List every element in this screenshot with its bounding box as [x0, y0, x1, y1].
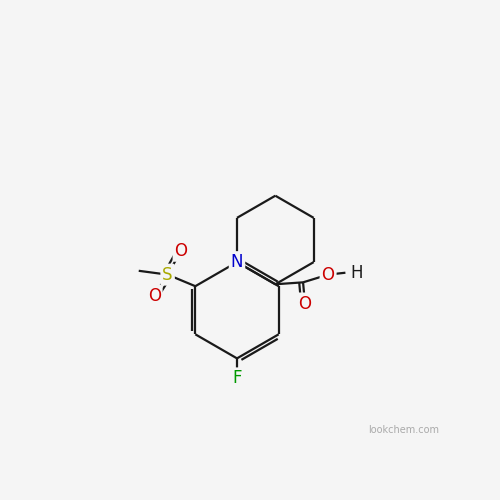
- Text: N: N: [231, 253, 243, 271]
- Text: O: O: [148, 287, 160, 305]
- Text: O: O: [298, 294, 312, 312]
- Text: S: S: [162, 266, 173, 283]
- Text: F: F: [232, 370, 242, 388]
- Text: H: H: [350, 264, 362, 281]
- Text: lookchem.com: lookchem.com: [368, 426, 439, 436]
- Text: O: O: [174, 242, 188, 260]
- Text: O: O: [322, 266, 334, 283]
